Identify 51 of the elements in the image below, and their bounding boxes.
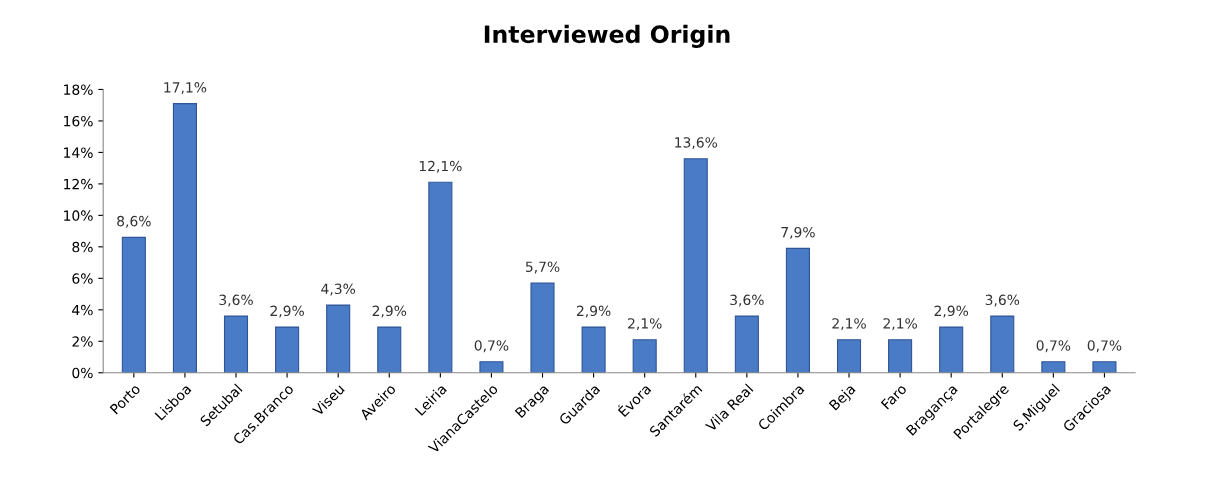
bar [581,326,606,373]
data-label: 2,9% [934,305,969,318]
bar [632,339,657,373]
bar [428,181,453,373]
bar [990,315,1015,373]
bar [1041,361,1066,373]
data-label: 7,9% [781,226,815,239]
y-tick-label: 6% [72,273,93,284]
data-label: 0,7% [474,340,509,353]
data-label: 4,3% [321,283,356,296]
bar [223,315,249,373]
data-label: 2,1% [628,318,662,331]
bar [939,326,964,373]
bar [1092,361,1117,373]
chart-title: Interviewed Origin [484,24,730,48]
data-label: 2,9% [576,305,611,318]
data-label: 3,6% [985,294,1020,307]
y-tick-label: 0% [72,367,93,379]
data-label: 2,9% [270,305,304,318]
bar [326,304,351,373]
y-tick-label: 10% [64,210,93,221]
bar [785,247,810,373]
bar [275,326,300,373]
data-label: 0,7% [1036,340,1071,353]
data-label: 8,6% [117,215,151,228]
bar [172,103,197,373]
bar [683,158,708,373]
data-label: 2,1% [883,318,917,331]
data-label: 3,6% [730,294,764,307]
data-label: 12,1% [419,160,462,173]
bar [888,339,913,373]
data-label: 2,9% [372,305,407,318]
data-label: 13,6% [675,137,718,150]
y-tick-label: 18% [64,84,93,95]
data-label: 3,6% [219,294,253,307]
y-tick-label: 14% [64,147,93,158]
y-tick-label: 16% [64,115,93,127]
data-label: 0,7% [1087,340,1122,353]
bar [377,326,402,373]
y-tick-label: 2% [72,336,93,347]
y-tick-label: 8% [72,241,93,253]
data-label: 5,7% [525,261,560,274]
bar [530,282,555,373]
bar [121,236,146,373]
y-tick-label: 12% [64,178,93,190]
data-label: 17,1% [164,82,207,95]
bar [734,315,759,373]
data-label: 2,1% [832,318,866,331]
bar [479,361,504,373]
y-tick-label: 4% [72,304,93,316]
bar [836,339,862,373]
